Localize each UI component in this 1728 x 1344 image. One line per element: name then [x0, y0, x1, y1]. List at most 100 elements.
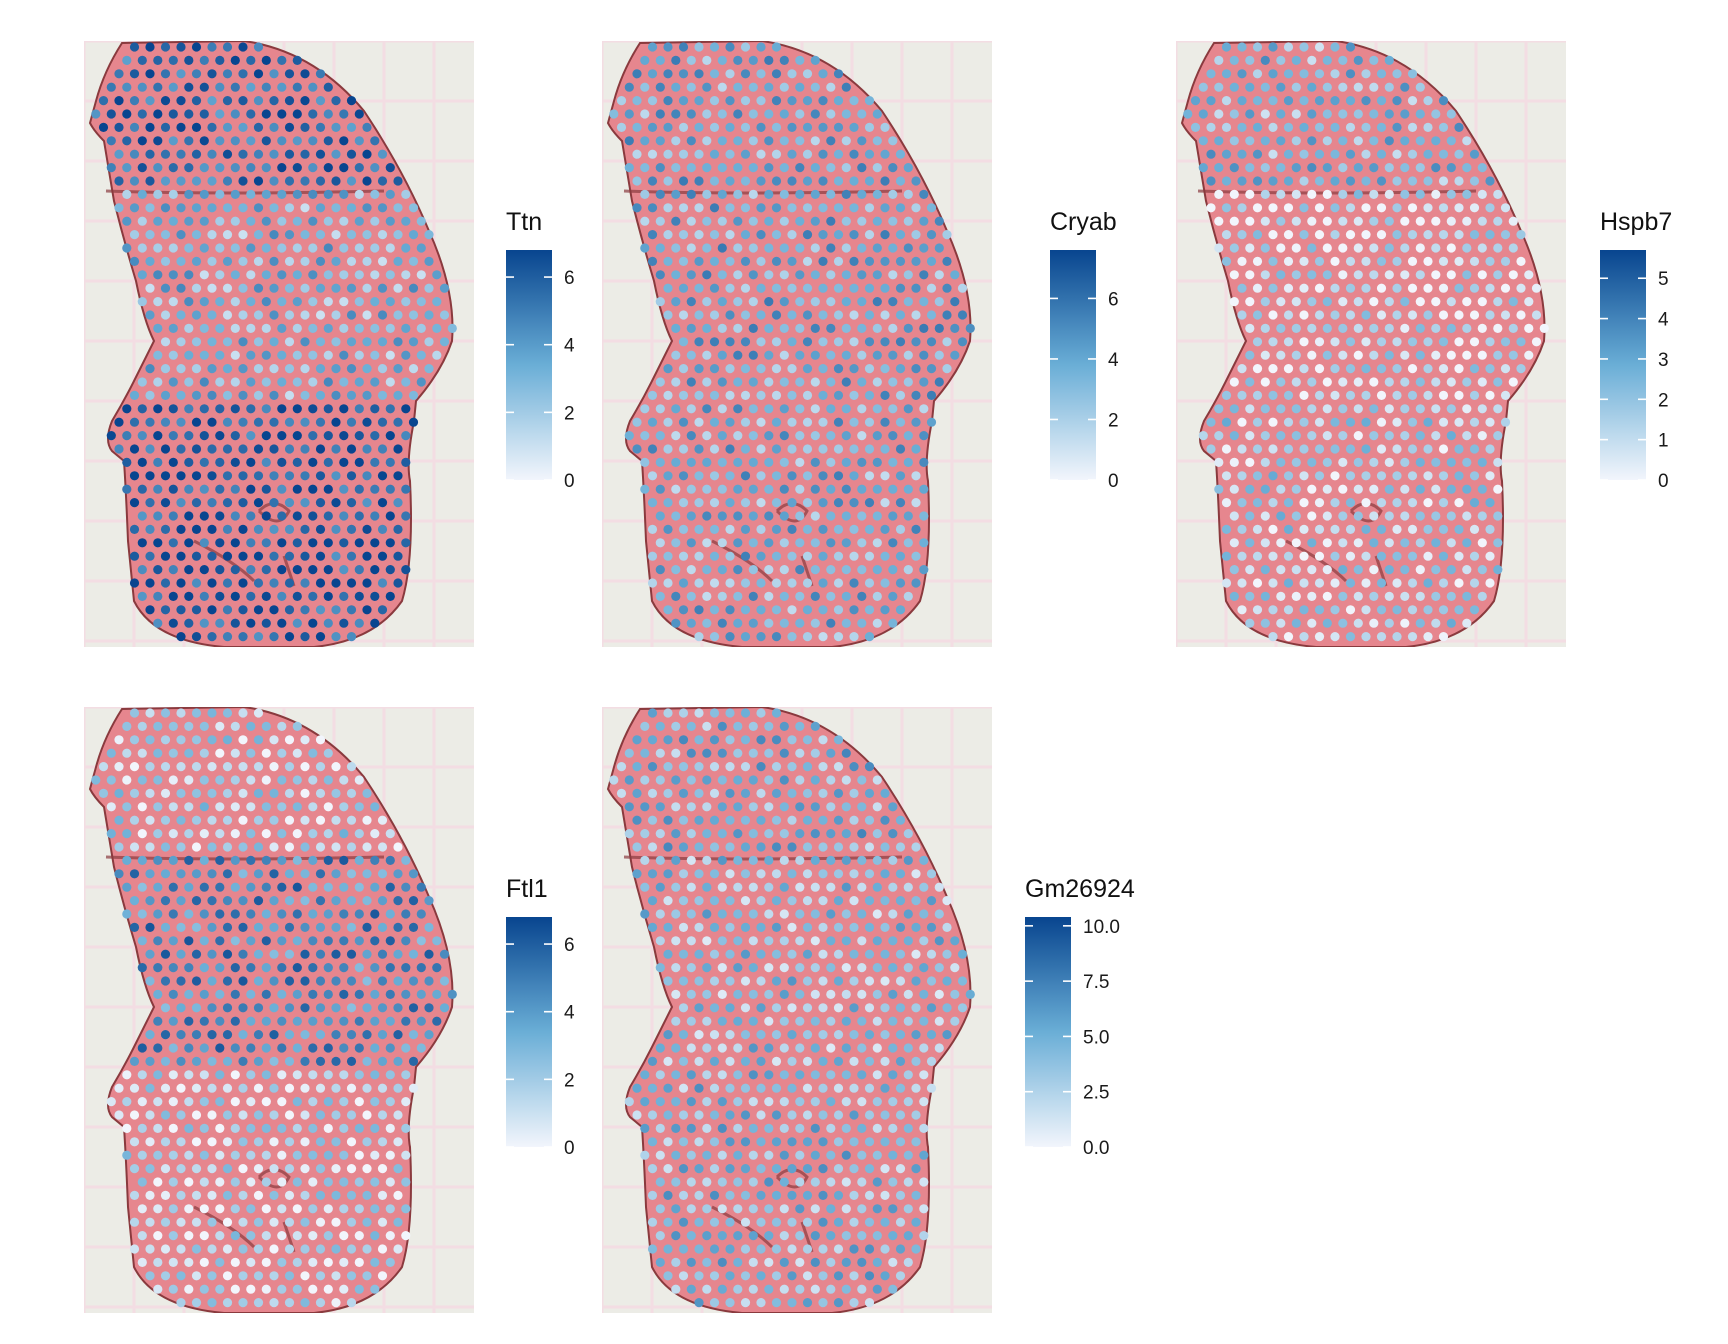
expression-spot: [355, 377, 364, 386]
expression-spot: [834, 1137, 843, 1146]
expression-spot: [826, 1231, 835, 1240]
expression-spot: [207, 525, 216, 534]
expression-spot: [246, 883, 255, 892]
expression-spot: [355, 775, 364, 784]
expression-spot: [842, 775, 851, 784]
expression-spot: [888, 1204, 897, 1213]
expression-spot: [1214, 243, 1223, 252]
expression-spot: [1431, 619, 1440, 628]
expression-spot: [741, 976, 750, 985]
expression-spot: [640, 1151, 649, 1160]
expression-spot: [246, 190, 255, 199]
expression-spot: [764, 217, 773, 226]
expression-spot: [656, 1124, 665, 1133]
expression-spot: [733, 1231, 742, 1240]
expression-spot: [1462, 511, 1471, 520]
expression-spot: [826, 829, 835, 838]
expression-spot: [780, 909, 789, 918]
expression-spot: [207, 418, 216, 427]
expression-spot: [873, 856, 882, 865]
expression-spot: [803, 525, 812, 534]
expression-spot: [857, 511, 866, 520]
expression-spot: [632, 444, 641, 453]
expression-spot: [432, 351, 441, 360]
expression-spot: [370, 511, 379, 520]
expression-spot: [865, 1191, 874, 1200]
expression-spot: [880, 1030, 889, 1039]
expression-spot: [1346, 310, 1355, 319]
expression-spot: [919, 270, 928, 279]
expression-spot: [725, 150, 734, 159]
expression-spot: [880, 471, 889, 480]
expression-spot: [803, 310, 812, 319]
expression-spot: [772, 762, 781, 771]
expression-spot: [285, 364, 294, 373]
expression-spot: [347, 391, 356, 400]
expression-spot: [1323, 511, 1332, 520]
expression-spot: [694, 1298, 703, 1307]
expression-spot: [223, 552, 232, 561]
expression-spot: [308, 458, 317, 467]
expression-spot: [145, 176, 154, 185]
expression-spot: [818, 950, 827, 959]
expression-spot: [904, 351, 913, 360]
expression-spot: [339, 936, 348, 945]
expression-spot: [285, 869, 294, 878]
expression-spot: [300, 816, 309, 825]
expression-spot: [393, 1057, 402, 1066]
expression-spot: [401, 990, 410, 999]
expression-spot: [687, 722, 696, 731]
expression-spot: [1361, 364, 1370, 373]
expression-spot: [293, 1017, 302, 1026]
expression-spot: [826, 775, 835, 784]
expression-spot: [787, 257, 796, 266]
expression-spot: [331, 123, 340, 132]
expression-spot: [176, 150, 185, 159]
expression-spot: [849, 1191, 858, 1200]
expression-spot: [223, 498, 232, 507]
expression-spot: [648, 1084, 657, 1093]
expression-spot: [718, 163, 727, 172]
expression-spot: [262, 1151, 271, 1160]
expression-spot: [787, 735, 796, 744]
expression-spot: [811, 56, 820, 65]
expression-spot: [911, 310, 920, 319]
expression-spot: [671, 749, 680, 758]
expression-spot: [849, 789, 858, 798]
expression-spot: [347, 789, 356, 798]
expression-spot: [293, 1285, 302, 1294]
expression-spot: [764, 1043, 773, 1052]
expression-spot: [842, 1231, 851, 1240]
expression-spot: [1392, 176, 1401, 185]
expression-spot: [780, 1177, 789, 1186]
expression-spot: [679, 578, 688, 587]
expression-spot: [764, 722, 773, 731]
expression-spot: [238, 310, 247, 319]
expression-spot: [238, 525, 247, 534]
expression-spot: [927, 310, 936, 319]
expression-spot: [803, 869, 812, 878]
expression-spot: [880, 498, 889, 507]
expression-spot: [687, 1017, 696, 1026]
expression-spot: [1361, 150, 1370, 159]
expression-spot: [865, 632, 874, 641]
expression-spot: [904, 936, 913, 945]
expression-spot: [772, 391, 781, 400]
expression-spot: [176, 498, 185, 507]
expression-spot: [347, 1271, 356, 1280]
expression-spot: [107, 802, 116, 811]
expression-spot: [362, 391, 371, 400]
expression-spot: [617, 789, 626, 798]
expression-spot: [324, 1043, 333, 1052]
expression-spot: [231, 592, 240, 601]
expression-spot: [1346, 444, 1355, 453]
expression-spot: [378, 444, 387, 453]
expression-spot: [161, 552, 170, 561]
expression-spot: [145, 96, 154, 105]
colorbar-gradient: [1050, 250, 1096, 480]
expression-spot: [1315, 69, 1324, 78]
expression-spot: [1431, 163, 1440, 172]
expression-spot: [1230, 485, 1239, 494]
expression-spot: [609, 775, 618, 784]
expression-spot: [262, 936, 271, 945]
